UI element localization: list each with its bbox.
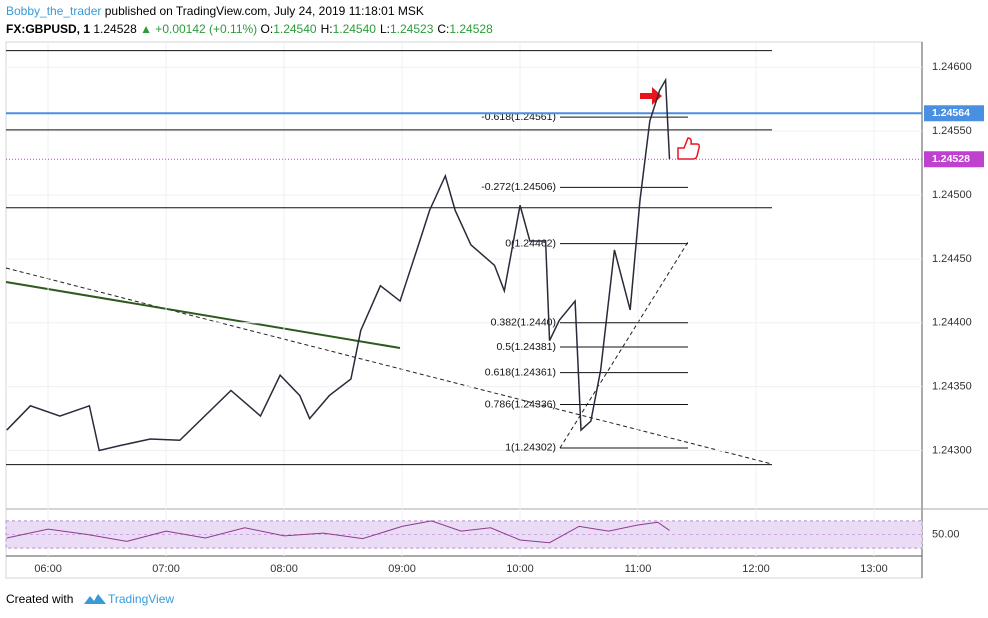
- fib-label: -0.272(1.24506): [481, 181, 556, 193]
- x-tick-label: 11:00: [625, 563, 652, 575]
- y-tick-label: 1.24350: [932, 381, 972, 393]
- y-tick-label: 1.24450: [932, 253, 972, 265]
- fib-label: 0.5(1.24381): [496, 341, 556, 353]
- arrow-icon: [640, 87, 662, 105]
- publish-line: Bobby_the_trader published on TradingVie…: [6, 4, 424, 18]
- price-badge: [924, 151, 984, 168]
- ohlc-key: C:: [437, 22, 450, 36]
- y-tick-label: 1.24500: [932, 189, 972, 201]
- x-tick-label: 10:00: [506, 563, 534, 575]
- rsi-tick-label: 50.00: [932, 528, 960, 540]
- rsi-line: [6, 520, 670, 544]
- price-badge-label: 1.24528: [932, 153, 970, 165]
- x-tick-label: 07:00: [152, 563, 180, 575]
- ohlc-key: H:: [320, 22, 333, 36]
- ohlc-value: 1.24540: [273, 22, 317, 36]
- x-tick-label: 08:00: [270, 563, 298, 575]
- ohlc-value: 1.24528: [449, 22, 493, 36]
- fib-label: 0.382(1.2440): [491, 317, 556, 329]
- y-tick-label: 1.24600: [932, 61, 972, 73]
- trend-line: [559, 241, 689, 449]
- y-tick-label: 1.24550: [932, 125, 972, 137]
- ohlc-key: L:: [379, 22, 390, 36]
- fib-label: 1(1.24302): [505, 442, 556, 454]
- footer-created: Created with: [6, 592, 73, 606]
- fib-label: 0.786(1.24336): [485, 398, 556, 410]
- y-tick-label: 1.24300: [932, 444, 972, 456]
- trend-line: [5, 281, 401, 349]
- ohlc-value: 1.24523: [389, 22, 434, 36]
- price-badge: [924, 105, 984, 122]
- x-tick-label: 09:00: [388, 563, 416, 575]
- change: ▲ +0.00142 (+0.11%): [140, 22, 258, 36]
- frame: [5, 41, 923, 579]
- y-tick-label: 1.24400: [932, 317, 972, 329]
- fib-label: 0.618(1.24361): [485, 366, 556, 378]
- thumb-icon: [677, 137, 700, 160]
- x-tick-label: 12:00: [742, 563, 770, 575]
- logo: [84, 594, 106, 604]
- x-tick-label: 13:00: [860, 563, 888, 575]
- author: Bobby_the_trader: [6, 4, 102, 18]
- published: published on TradingView.com, July 24, 2…: [104, 4, 424, 18]
- price-badge-label: 1.24564: [932, 107, 970, 119]
- footer-brand: TradingView: [108, 592, 174, 606]
- x-tick-label: 06:00: [34, 563, 62, 575]
- symbol: FX:GBPUSD, 1: [6, 22, 91, 36]
- ohlc-key: O:: [260, 22, 274, 36]
- price-line-series: [6, 77, 671, 452]
- ohlc: O:1.24540 H:1.24540 L:1.24523 C:1.24528: [261, 22, 497, 36]
- trend-line: [5, 267, 773, 465]
- symbol-line: FX:GBPUSD, 1 1.24528 ▲ +0.00142 (+0.11%)…: [6, 22, 497, 36]
- last: 1.24528: [93, 22, 137, 36]
- ohlc-value: 1.24540: [332, 22, 376, 36]
